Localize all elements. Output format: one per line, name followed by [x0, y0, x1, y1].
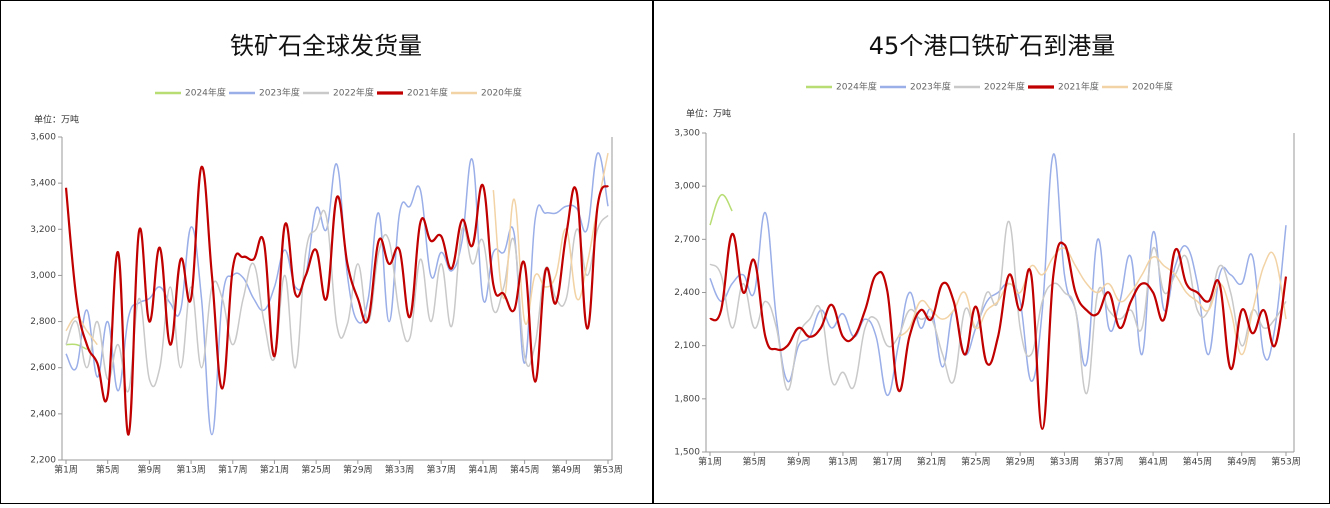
unit-label: 单位：万吨	[34, 114, 79, 126]
legend-label: 2022年度	[984, 81, 1025, 93]
x-tick-label: 第21周	[260, 464, 289, 476]
x-tick-label: 第29周	[1005, 456, 1034, 468]
x-tick-label: 第37周	[427, 464, 456, 476]
chart-title: 45个港口铁矿石到港量	[869, 32, 1116, 60]
x-tick-label: 第33周	[1050, 456, 1079, 468]
x-tick-label: 第49周	[1227, 456, 1256, 468]
y-tick-label: 2,800	[30, 317, 56, 327]
y-tick-label: 2,600	[30, 363, 56, 373]
legend-label: 2020年度	[1132, 81, 1173, 93]
series-line	[709, 220, 1287, 395]
x-tick-label: 第49周	[552, 464, 581, 476]
chart-title: 铁矿石全球发货量	[230, 32, 422, 60]
x-tick-label: 第45周	[510, 464, 539, 476]
panel-border	[0, 0, 653, 504]
y-tick-label: 3,000	[30, 271, 56, 281]
legend-label: 2020年度	[481, 87, 522, 99]
x-tick-label: 第37周	[1094, 456, 1123, 468]
x-tick-label: 第41周	[1138, 456, 1167, 468]
x-tick-label: 第13周	[828, 456, 857, 468]
series-line	[65, 209, 609, 393]
y-tick-label: 2,400	[30, 409, 56, 419]
series-line	[709, 194, 733, 226]
x-tick-label: 第41周	[468, 464, 497, 476]
x-tick-label: 第17周	[218, 464, 247, 476]
x-tick-label: 第53周	[593, 464, 622, 476]
x-tick-label: 第17周	[873, 456, 902, 468]
series-line	[709, 153, 1287, 397]
x-tick-label: 第25周	[961, 456, 990, 468]
legend-label: 2022年度	[333, 87, 374, 99]
x-tick-label: 第9周	[138, 464, 162, 476]
x-tick-label: 第29周	[343, 464, 372, 476]
y-tick-label: 2,400	[674, 288, 700, 298]
y-tick-label: 3,300	[674, 129, 700, 139]
x-tick-label: 第1周	[54, 464, 78, 476]
x-tick-label: 第5周	[96, 464, 120, 476]
y-tick-label: 3,600	[30, 133, 56, 143]
legend-label: 2024年度	[185, 87, 226, 99]
series-line	[65, 343, 88, 350]
x-tick-label: 第45周	[1183, 456, 1212, 468]
x-tick-label: 第1周	[698, 456, 722, 468]
series-line	[709, 232, 1288, 431]
panel-border	[653, 0, 1330, 504]
x-tick-label: 第25周	[301, 464, 330, 476]
legend-label: 2023年度	[259, 87, 300, 99]
y-tick-label: 2,200	[30, 456, 56, 466]
x-tick-label: 第9周	[787, 456, 811, 468]
x-tick-label: 第21周	[917, 456, 946, 468]
series-line	[65, 153, 609, 346]
series-line	[64, 165, 609, 436]
y-tick-label: 3,400	[30, 179, 56, 189]
y-tick-label: 1,500	[674, 448, 700, 458]
y-tick-label: 3,200	[30, 225, 56, 235]
y-tick-label: 2,700	[674, 235, 700, 245]
x-tick-label: 第5周	[742, 456, 766, 468]
legend-label: 2021年度	[407, 87, 448, 99]
y-tick-label: 2,100	[674, 341, 700, 351]
y-tick-label: 1,800	[674, 394, 700, 404]
x-tick-label: 第13周	[176, 464, 205, 476]
legend-label: 2023年度	[910, 81, 951, 93]
y-tick-label: 3,000	[674, 182, 700, 192]
legend-label: 2024年度	[836, 81, 877, 93]
x-tick-label: 第53周	[1271, 456, 1300, 468]
legend-label: 2021年度	[1058, 81, 1099, 93]
x-tick-label: 第33周	[385, 464, 414, 476]
unit-label: 单位：万吨	[686, 108, 731, 120]
